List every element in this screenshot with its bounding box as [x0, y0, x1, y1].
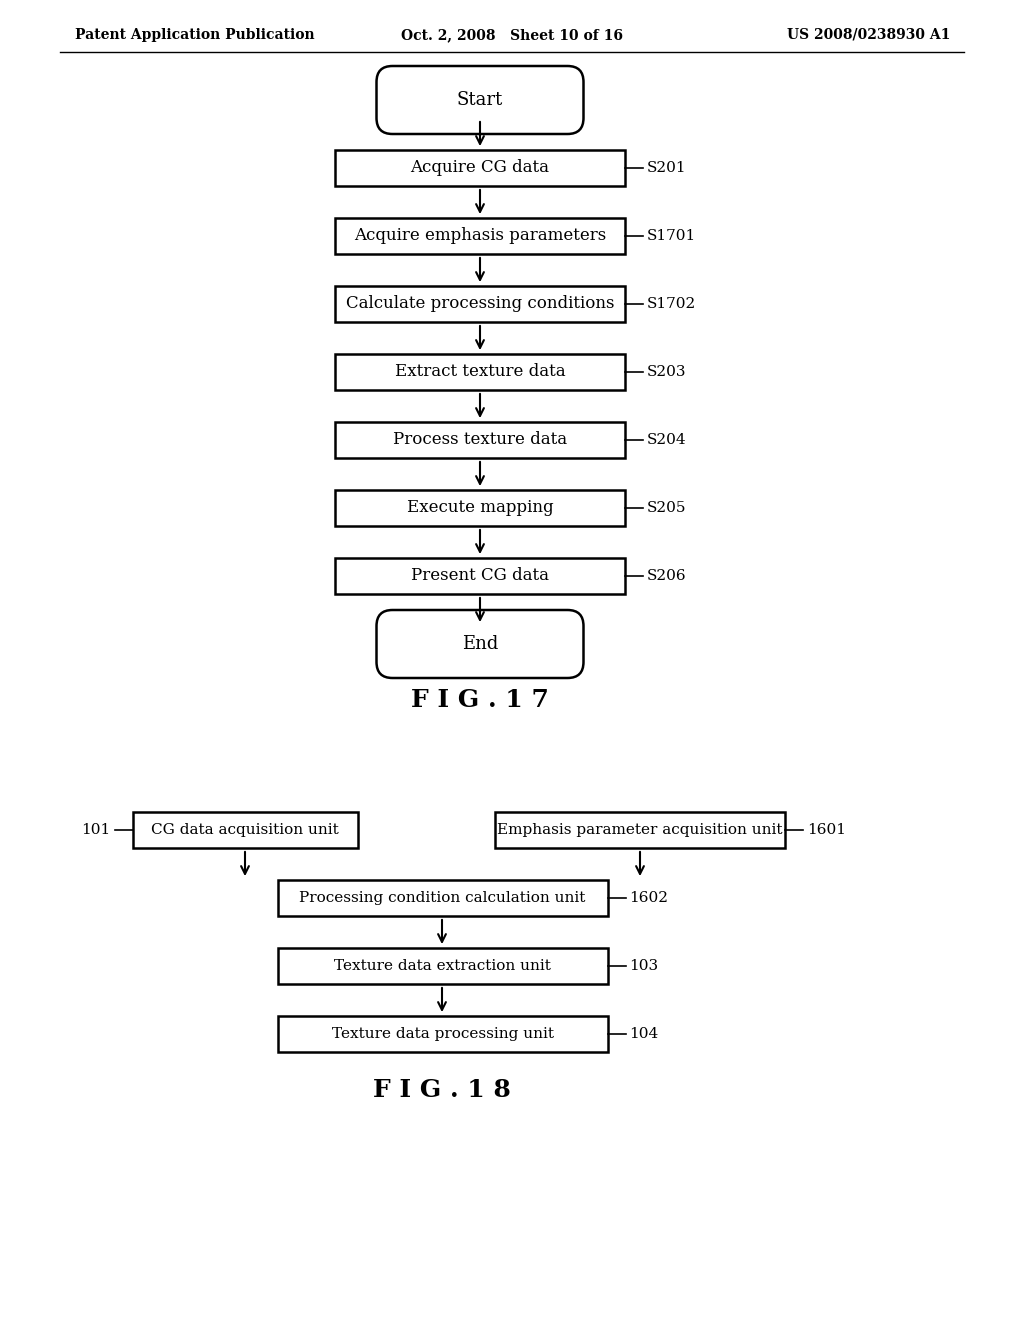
- Text: S205: S205: [647, 502, 686, 515]
- Text: Process texture data: Process texture data: [393, 432, 567, 449]
- Text: S1701: S1701: [647, 228, 696, 243]
- Text: F I G . 1 8: F I G . 1 8: [373, 1078, 511, 1102]
- Text: 101: 101: [81, 822, 111, 837]
- Text: S201: S201: [647, 161, 687, 176]
- Text: F I G . 1 7: F I G . 1 7: [411, 688, 549, 711]
- FancyBboxPatch shape: [495, 812, 785, 847]
- Text: 1601: 1601: [807, 822, 846, 837]
- FancyBboxPatch shape: [335, 286, 625, 322]
- Text: 103: 103: [630, 960, 658, 973]
- FancyBboxPatch shape: [335, 422, 625, 458]
- Text: Execute mapping: Execute mapping: [407, 499, 553, 516]
- Text: Emphasis parameter acquisition unit: Emphasis parameter acquisition unit: [498, 822, 782, 837]
- Text: Extract texture data: Extract texture data: [394, 363, 565, 380]
- FancyBboxPatch shape: [335, 150, 625, 186]
- FancyBboxPatch shape: [335, 354, 625, 389]
- FancyBboxPatch shape: [377, 610, 584, 678]
- FancyBboxPatch shape: [335, 490, 625, 525]
- Text: Start: Start: [457, 91, 503, 110]
- FancyBboxPatch shape: [132, 812, 357, 847]
- Text: CG data acquisition unit: CG data acquisition unit: [152, 822, 339, 837]
- Text: End: End: [462, 635, 499, 653]
- FancyBboxPatch shape: [335, 558, 625, 594]
- Text: S206: S206: [647, 569, 687, 583]
- Text: S203: S203: [647, 366, 686, 379]
- Text: Calculate processing conditions: Calculate processing conditions: [346, 296, 614, 313]
- Text: 1602: 1602: [630, 891, 669, 906]
- Text: US 2008/0238930 A1: US 2008/0238930 A1: [786, 28, 950, 42]
- FancyBboxPatch shape: [278, 880, 607, 916]
- FancyBboxPatch shape: [377, 66, 584, 135]
- Text: S204: S204: [647, 433, 687, 447]
- Text: 104: 104: [630, 1027, 658, 1041]
- Text: Processing condition calculation unit: Processing condition calculation unit: [299, 891, 586, 906]
- Text: Acquire CG data: Acquire CG data: [411, 160, 550, 177]
- Text: Patent Application Publication: Patent Application Publication: [75, 28, 314, 42]
- FancyBboxPatch shape: [278, 1016, 607, 1052]
- Text: Present CG data: Present CG data: [411, 568, 549, 585]
- Text: Texture data processing unit: Texture data processing unit: [332, 1027, 554, 1041]
- Text: Oct. 2, 2008   Sheet 10 of 16: Oct. 2, 2008 Sheet 10 of 16: [401, 28, 623, 42]
- Text: Texture data extraction unit: Texture data extraction unit: [334, 960, 551, 973]
- FancyBboxPatch shape: [278, 948, 607, 983]
- FancyBboxPatch shape: [335, 218, 625, 253]
- Text: S1702: S1702: [647, 297, 696, 312]
- Text: Acquire emphasis parameters: Acquire emphasis parameters: [354, 227, 606, 244]
